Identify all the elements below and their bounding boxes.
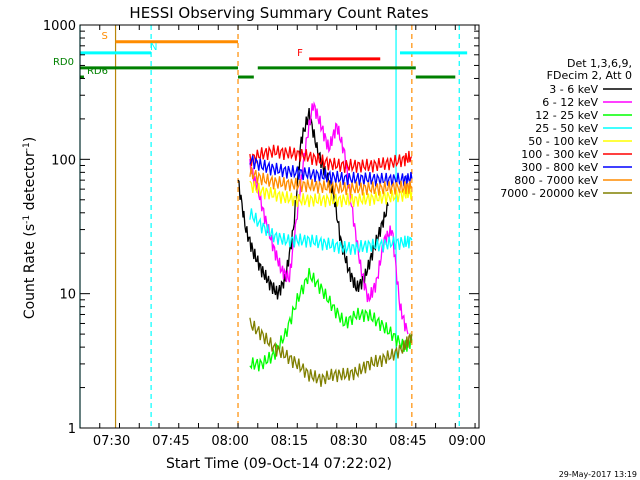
y-tick-label: 100	[51, 153, 76, 168]
state-label-f: F	[297, 48, 303, 59]
legend-label-4: 50 - 100 keV	[528, 135, 598, 148]
x-tick-label: 07:30	[93, 434, 130, 449]
svg-text:Count Rate (s-1 detector-1): Count Rate (s-1 detector-1)	[22, 137, 38, 319]
legend-label-8: 7000 - 20000 keV	[500, 187, 598, 200]
legend-header: Det 1,3,6,9,	[567, 57, 632, 70]
state-label-s: S	[102, 31, 108, 42]
state-label-rd6: RD6	[87, 66, 108, 77]
legend-label-0: 3 - 6 keV	[549, 83, 598, 96]
x-tick-label: 08:15	[271, 434, 308, 449]
legend-label-5: 100 - 300 keV	[521, 148, 598, 161]
state-label-rd0: RD0	[53, 57, 74, 68]
x-tick-label: 08:45	[389, 434, 426, 449]
chart-title: HESSI Observing Summary Count Rates	[129, 4, 428, 22]
series-line-8	[249, 317, 413, 387]
plot-frame	[79, 24, 480, 429]
series-line-7	[249, 166, 413, 196]
x-tick-label: 07:45	[152, 434, 189, 449]
x-tick-label: 08:00	[211, 434, 248, 449]
series-line-1	[249, 101, 409, 335]
legend-label-6: 300 - 800 keV	[521, 161, 598, 174]
y-tick-label: 10	[59, 288, 76, 303]
y-axis-label: Count Rate (s-1 detector-1)	[22, 137, 38, 319]
legend-label-2: 12 - 25 keV	[535, 109, 598, 122]
x-axis-label: Start Time (09-Oct-14 07:22:02)	[166, 456, 392, 472]
x-tick-label: 08:30	[330, 434, 367, 449]
series-line-6	[249, 155, 413, 187]
y-tick-label: 1	[68, 422, 76, 437]
state-label-n: N	[150, 42, 157, 53]
plot-area: S N F RD0 RD6 1 10 100 1000 07:30 07:45 08:00 08:15 0…	[43, 19, 486, 449]
x-tick-label: 09:00	[448, 434, 485, 449]
legend-header: FDecim 2, Att 0	[547, 69, 632, 82]
series-line-4	[249, 180, 413, 208]
footer-date: 29-May-2017 13:19	[559, 470, 637, 479]
legend-label-3: 25 - 50 keV	[535, 122, 598, 135]
legend-label-7: 800 - 7000 keV	[514, 174, 598, 187]
legend-label-1: 6 - 12 keV	[542, 96, 598, 109]
series-line-5	[249, 144, 413, 173]
series-line-3	[249, 208, 413, 255]
y-tick-label: 1000	[43, 19, 76, 34]
